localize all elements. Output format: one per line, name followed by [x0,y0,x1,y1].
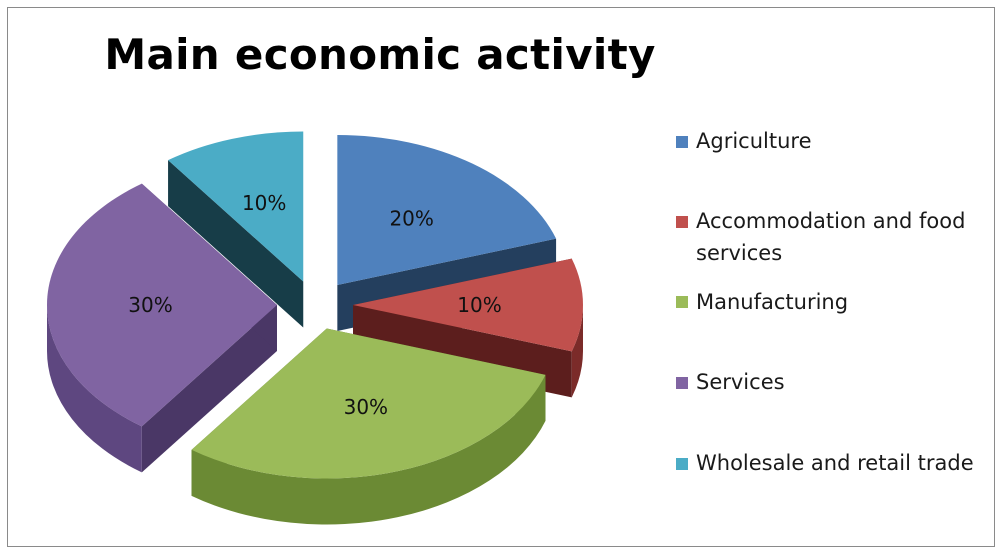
slice-side-manufacturing [191,374,546,525]
pie-slice-services [46,183,277,427]
data-label-manufacturing: 30% [344,395,388,419]
chart-title: Main economic activity [104,30,656,79]
pie-slice-manufacturing [191,328,546,479]
slice-wall-services-0 [141,305,277,473]
slice-wall-wholesale-0 [168,160,304,328]
data-label-services: 30% [128,293,172,317]
pie-slice-agriculture [337,135,557,286]
slice-side-accommodation [571,305,583,398]
pie-slice-accommodation [353,258,583,352]
pie-slice-wholesale [168,131,304,282]
data-label-accommodation: 10% [457,293,501,317]
data-label-agriculture: 20% [389,206,433,230]
data-label-wholesale: 10% [242,191,286,215]
slice-side-services [47,305,142,473]
